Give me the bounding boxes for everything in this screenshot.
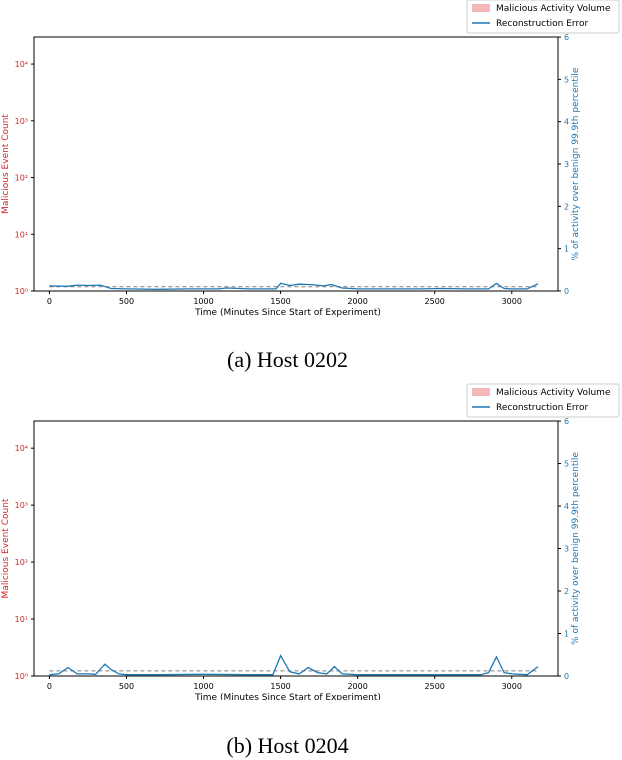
y-left-tick-label: 10⁴ — [15, 444, 28, 453]
y-right-tick-label: 1 — [564, 245, 569, 254]
y-right-tick-label: 3 — [564, 160, 569, 169]
y-left-tick-label: 10² — [15, 558, 28, 567]
caption-a: (a) Host 0202 — [227, 347, 348, 372]
x-tick-label: 0 — [47, 682, 52, 691]
y-left-tick-label: 10⁰ — [15, 672, 28, 681]
x-tick-label: 0 — [47, 297, 52, 306]
y-right-tick-label: 1 — [564, 630, 569, 639]
y-right-axis-label: % of activity over benign 99.9th percent… — [571, 452, 581, 645]
y-right-tick-label: 5 — [564, 75, 569, 84]
chart-a: 0 500 1000 1500 2000 2500 3000 Time (Minutes Si… — [1, 0, 620, 318]
x-axis-label: Time (Minutes Since Start of Experiment) — [194, 693, 381, 700]
y-right-tick-label: 2 — [564, 202, 569, 211]
caption-b: (b) Host 0204 — [226, 733, 349, 758]
legend-swatch-malicious — [472, 388, 490, 396]
series-line-reconstruction-error — [49, 654, 539, 676]
chart-b: 0 500 1000 1500 2000 2500 3000 Time (Minutes Si… — [1, 383, 620, 700]
y-right-tick-label: 6 — [564, 33, 569, 42]
y-left-tick-label: 10⁰ — [15, 287, 28, 296]
x-tick-label: 1500 — [270, 682, 290, 691]
x-tick-label: 2000 — [347, 682, 367, 691]
y-right-tick-label: 0 — [564, 672, 569, 681]
y-right-axis-label: % of activity over benign 99.9th percent… — [571, 67, 581, 260]
x-tick-label: 1500 — [270, 297, 290, 306]
x-tick-label: 2000 — [347, 297, 367, 306]
legend-frame — [466, 383, 620, 418]
y-left-axis-label: Malicious Event Count — [1, 498, 11, 598]
y-left-tick-label: 10³ — [15, 117, 28, 126]
legend-label-malicious: Malicious Activity Volume — [496, 4, 611, 14]
legend-frame — [466, 0, 620, 34]
x-tick-label: 500 — [119, 297, 134, 306]
series-line-reconstruction-error — [49, 282, 539, 290]
plot-frame — [33, 420, 559, 677]
y-left-tick-label: 10² — [15, 174, 28, 183]
legend-swatch-malicious — [472, 4, 490, 12]
y-left-tick-label: 10⁴ — [15, 60, 28, 69]
y-left-tick-label: 10¹ — [15, 615, 28, 624]
y-right-tick-label: 3 — [564, 545, 569, 554]
x-tick-label: 3000 — [502, 682, 522, 691]
y-right-tick-label: 4 — [564, 502, 569, 511]
x-tick-label: 2500 — [425, 297, 445, 306]
y-left-axis-label: Malicious Event Count — [1, 114, 11, 214]
y-right-tick-label: 2 — [564, 587, 569, 596]
y-left-tick-label: 10³ — [15, 501, 28, 510]
legend-label-malicious: Malicious Activity Volume — [496, 388, 611, 398]
x-tick-label: 500 — [119, 682, 134, 691]
x-tick-label: 2500 — [425, 682, 445, 691]
y-right-tick-label: 5 — [564, 460, 569, 469]
legend: Malicious Activity Volume Reconstruction … — [466, 383, 620, 418]
x-axis-label: Time (Minutes Since Start of Experiment) — [194, 308, 381, 318]
y-right-tick-label: 4 — [564, 118, 569, 127]
y-right-tick-label: 6 — [564, 417, 569, 426]
x-tick-label: 1000 — [193, 297, 213, 306]
legend-label-reconstruction: Reconstruction Error — [496, 403, 588, 413]
legend-label-reconstruction: Reconstruction Error — [496, 19, 588, 29]
x-tick-label: 1000 — [193, 682, 213, 691]
legend: Malicious Activity Volume Reconstruction … — [466, 0, 620, 34]
plot-frame — [33, 36, 559, 292]
y-left-tick-label: 10¹ — [15, 230, 28, 239]
x-tick-label: 3000 — [502, 297, 522, 306]
y-right-tick-label: 0 — [564, 287, 569, 296]
